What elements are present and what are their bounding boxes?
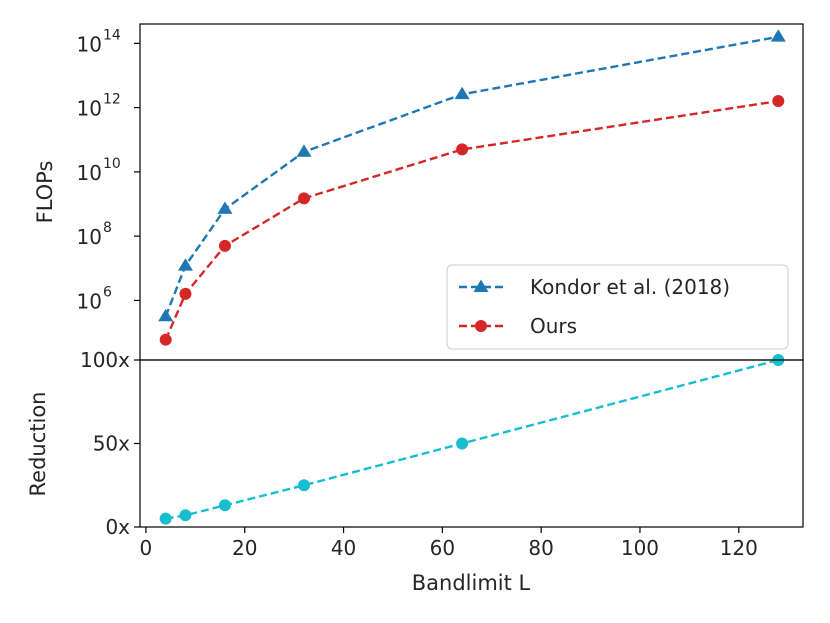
flops-y-tick-exponent: 10 (103, 156, 121, 172)
data-point-reduction (218, 499, 231, 512)
flops-y-tick-label: 10 (77, 97, 102, 121)
legend-label-ours: Ours (530, 314, 577, 338)
legend-entry-ours: Ours (459, 314, 577, 338)
x-tick-label: 80 (528, 536, 553, 560)
data-point-ours (456, 143, 469, 156)
legend-entry-kondor: Kondor et al. (2018) (459, 275, 730, 299)
x-axis-label: Bandlimit L (412, 571, 531, 595)
flops-y-tick-label: 10 (77, 161, 102, 185)
x-ticks: 0 20 40 60 80 100 120 (140, 527, 758, 560)
flops-y-tick-exponent: 14 (103, 27, 121, 43)
data-point-ours (179, 287, 192, 300)
legend-label-kondor: Kondor et al. (2018) (530, 275, 730, 299)
data-point-reduction (159, 512, 172, 525)
reduction-panel: 0x 50x 100x 0 20 40 60 80 100 120 Reduction Band… (26, 348, 804, 595)
series-line-ours (164, 99, 779, 341)
legend-box (446, 264, 789, 350)
x-tick-label: 120 (720, 536, 758, 560)
data-point-ours (772, 95, 785, 108)
data-point-kondor (296, 144, 312, 157)
reduction-y-tick-label: 100x (80, 348, 130, 372)
data-point-kondor (177, 258, 193, 271)
data-point-kondor (158, 308, 174, 322)
reduction-y-tick-label: 50x (93, 432, 130, 456)
data-point-kondor (770, 29, 786, 42)
legend-marker-triangle (473, 279, 489, 292)
flops-y-tick-label: 10 (77, 32, 102, 56)
flops-y-tick-label: 10 (77, 225, 102, 249)
reduction-series-group (159, 354, 785, 525)
x-tick-label: 20 (232, 536, 257, 560)
legend-marker-circle (475, 320, 487, 332)
x-tick-label: 0 (140, 536, 153, 560)
data-point-ours (159, 333, 172, 346)
x-tick-label: 40 (331, 536, 356, 560)
series-line-reduction (165, 358, 779, 520)
data-point-kondor (454, 86, 470, 100)
data-point-kondor (217, 201, 233, 214)
flops-y-tick-label: 10 (77, 289, 102, 313)
reduction-y-tick-label: 0x (105, 515, 130, 539)
flops-y-tick-exponent: 8 (103, 220, 112, 236)
reduction-y-axis-label: Reduction (26, 392, 50, 497)
data-point-ours (218, 239, 231, 252)
flops-y-axis-label: FLOPs (33, 161, 57, 224)
reduction-y-ticks: 0x 50x 100x (80, 348, 140, 539)
series-line-kondor (164, 35, 779, 317)
legend: Kondor et al. (2018) Ours (446, 264, 789, 350)
data-point-ours (298, 192, 311, 205)
data-point-reduction (298, 479, 311, 492)
data-point-reduction (179, 509, 192, 522)
x-tick-label: 60 (430, 536, 455, 560)
flops-y-tick-exponent: 12 (103, 92, 121, 108)
data-point-reduction (456, 437, 469, 450)
flops-series-group (158, 29, 786, 346)
x-tick-label: 100 (621, 536, 659, 560)
flops-y-tick-exponent: 6 (103, 284, 112, 300)
